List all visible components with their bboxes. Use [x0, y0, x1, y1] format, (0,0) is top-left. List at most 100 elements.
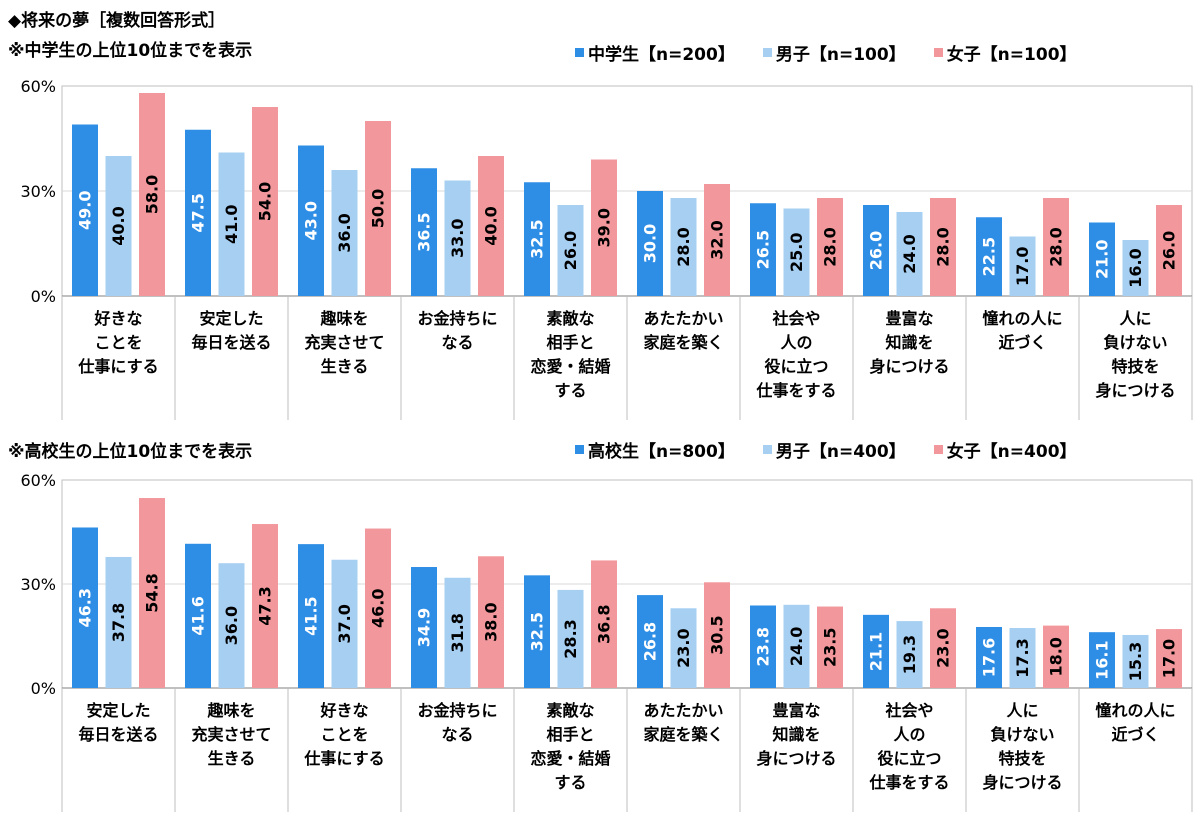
legend-item-female: 女子【n=100】	[933, 40, 1077, 65]
category-label: 安定した毎日を送る	[191, 309, 271, 352]
bar-female	[591, 159, 617, 296]
category-label-line: 好きな	[319, 701, 368, 720]
bar-female	[1043, 198, 1069, 296]
data-label: 24.0	[787, 627, 806, 666]
category-label-line: 社会や	[771, 309, 820, 328]
category-label-line: する	[554, 773, 586, 792]
bar-total	[72, 124, 98, 296]
data-label: 38.0	[482, 602, 501, 641]
category-label-line: 素敵な	[546, 701, 594, 720]
bar-total	[411, 168, 437, 296]
bar-female	[478, 556, 504, 688]
bar-female	[591, 560, 617, 688]
data-label: 43.0	[302, 201, 321, 240]
category-label: 人に負けない特技を身につける	[982, 701, 1062, 792]
data-label: 47.3	[256, 586, 275, 625]
category-label: お金持ちになる	[417, 309, 497, 352]
category-label-line: 仕事をする	[755, 381, 836, 400]
data-label: 40.0	[482, 206, 501, 245]
category-label-line: 充実させて	[191, 725, 271, 744]
data-label: 41.5	[302, 596, 321, 635]
bar-female	[1156, 205, 1182, 296]
data-label: 17.6	[980, 638, 999, 677]
data-label: 21.0	[1093, 240, 1112, 279]
data-label: 34.9	[415, 608, 434, 647]
y-tick-label: 30%	[20, 182, 56, 201]
category-label-line: 好きな	[93, 309, 142, 328]
data-label: 18.0	[1047, 637, 1066, 676]
data-label: 22.5	[980, 237, 999, 276]
bar-male	[1009, 628, 1036, 688]
bar-female	[478, 156, 504, 296]
data-label: 32.5	[528, 219, 547, 258]
data-label: 17.0	[1013, 247, 1032, 286]
bar-male	[783, 604, 810, 688]
category-label-line: お金持ちに	[417, 701, 497, 720]
data-label: 46.0	[369, 589, 388, 628]
category-label-line: 負けない	[1103, 333, 1167, 352]
category-label-line: あたたかい	[643, 701, 723, 720]
data-label: 23.0	[674, 628, 693, 667]
bar-total	[185, 129, 211, 296]
category-label-line: なる	[441, 333, 473, 352]
category-label-line: 家庭を築く	[643, 333, 723, 352]
category-label: 豊富な知識を身につける	[869, 309, 949, 376]
category-label-line: 身につける	[1095, 381, 1175, 400]
category-label-line: 安定した	[199, 309, 263, 328]
category-label: 素敵な相手と恋愛・結婚する	[530, 309, 610, 400]
category-label-line: 近づく	[998, 333, 1046, 352]
category-label-line: 特技を	[1111, 357, 1159, 376]
bar-male	[218, 152, 245, 296]
data-label: 30.5	[708, 615, 727, 654]
category-label-line: なる	[441, 725, 473, 744]
category-label-line: 人に	[1006, 701, 1038, 720]
category-label: あたたかい家庭を築く	[643, 309, 723, 352]
chart1-legend: 中学生【n=200】 男子【n=100】 女子【n=100】	[575, 40, 1077, 65]
bar-female	[1043, 625, 1069, 688]
category-label-line: 知識を	[772, 725, 820, 744]
data-label: 58.0	[143, 175, 162, 214]
category-label-line: する	[554, 381, 586, 400]
bar-male	[896, 212, 923, 296]
bar-male	[444, 577, 471, 688]
data-label: 24.0	[900, 234, 919, 273]
y-tick-label: 0%	[31, 679, 56, 698]
category-label-line: 生きる	[208, 749, 256, 768]
category-label-line: 恋愛・結婚	[530, 357, 610, 376]
bar-total	[524, 182, 550, 296]
data-label: 49.0	[76, 191, 95, 230]
data-label: 16.1	[1093, 640, 1112, 679]
data-label: 25.0	[787, 233, 806, 272]
data-label: 26.0	[867, 231, 886, 270]
category-label: 社会や人の役に立つ仕事をする	[868, 701, 949, 792]
data-label: 28.0	[821, 227, 840, 266]
data-label: 26.8	[641, 622, 660, 661]
legend-label-total: 高校生【n=800】	[588, 442, 735, 462]
bar-male	[105, 556, 132, 688]
legend-item-total: 高校生【n=800】	[575, 437, 735, 462]
category-label: 趣味を充実させて生きる	[304, 309, 384, 376]
bar-female	[930, 198, 956, 296]
category-label-line: 恋愛・結婚	[530, 749, 610, 768]
data-label: 36.5	[415, 212, 434, 251]
category-label-line: 毎日を送る	[191, 333, 271, 352]
bar-female	[365, 528, 391, 688]
category-label-line: 充実させて	[304, 333, 384, 352]
bar-male	[218, 563, 245, 688]
bar-female	[817, 198, 843, 296]
data-label: 32.0	[708, 220, 727, 259]
data-label: 39.0	[595, 208, 614, 247]
category-label-line: 豊富な	[772, 701, 820, 720]
data-label: 28.0	[674, 227, 693, 266]
data-label: 21.1	[867, 632, 886, 671]
category-label-line: あたたかい	[643, 309, 723, 328]
data-label: 26.0	[561, 231, 580, 270]
data-label: 16.0	[1126, 248, 1145, 287]
data-label: 26.5	[754, 230, 773, 269]
chart1-subtitle: ※中学生の上位10位までを表示	[8, 41, 253, 61]
bar-total	[637, 191, 663, 296]
data-label: 31.8	[448, 613, 467, 652]
category-label-line: 役に立つ	[764, 357, 828, 376]
